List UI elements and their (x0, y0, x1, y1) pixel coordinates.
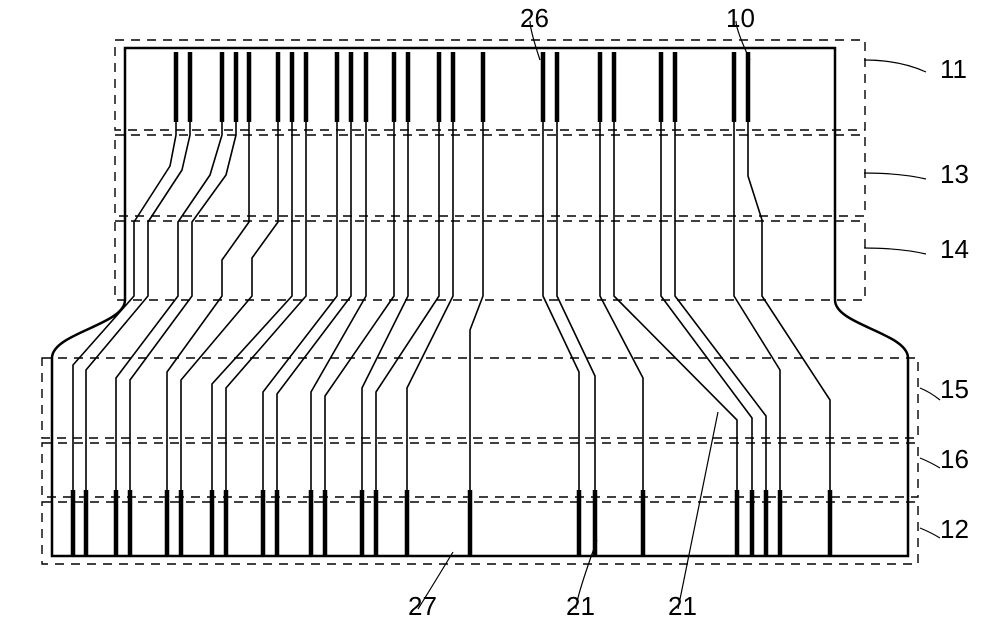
trace-9 (277, 122, 351, 490)
trace-15 (470, 122, 483, 490)
zone-rect-15 (42, 358, 918, 438)
zone-leader-16 (920, 458, 940, 468)
zone-leader-12 (920, 528, 940, 538)
trace-1 (86, 122, 190, 490)
zone-leader-11 (864, 60, 926, 72)
trace-2 (116, 122, 222, 490)
zone-rect-11 (115, 40, 865, 130)
trace-3 (130, 122, 236, 490)
zone-rect-12 (42, 502, 918, 564)
zone-rect-16 (42, 443, 918, 497)
callout-label-27: 27 (408, 591, 437, 621)
zone-leader-15 (920, 388, 940, 400)
callout-leader-21 (678, 412, 718, 609)
trace-8 (263, 122, 337, 490)
zone-label-15: 15 (940, 374, 969, 404)
callout-label-21: 21 (668, 591, 697, 621)
trace-23 (748, 122, 830, 490)
trace-10 (311, 122, 366, 490)
traces-group (73, 122, 830, 490)
callout-label-10: 10 (726, 3, 755, 33)
zone-rect-13 (115, 135, 865, 216)
trace-7 (226, 122, 306, 490)
labels-group: 11 13 14 15 16 12 26 10 27 21 21 (408, 3, 969, 621)
zone-label-13: 13 (940, 159, 969, 189)
zone-label-12: 12 (940, 514, 969, 544)
leaders-group (418, 21, 940, 609)
zone-label-11: 11 (940, 54, 967, 84)
trace-17 (557, 122, 595, 490)
trace-14 (407, 122, 453, 490)
zone-label-16: 16 (940, 444, 969, 474)
trace-18 (600, 122, 643, 490)
trace-12 (362, 122, 408, 490)
zone-leader-13 (864, 173, 926, 179)
callout-label-21: 21 (566, 591, 595, 621)
zone-rect-14 (115, 221, 865, 300)
circuit-trace-diagram: 11 13 14 15 16 12 26 10 27 21 21 (0, 0, 1000, 636)
zone-label-14: 14 (940, 234, 969, 264)
callout-label-26: 26 (520, 3, 549, 33)
trace-22 (734, 122, 780, 490)
zone-leader-14 (864, 248, 926, 254)
